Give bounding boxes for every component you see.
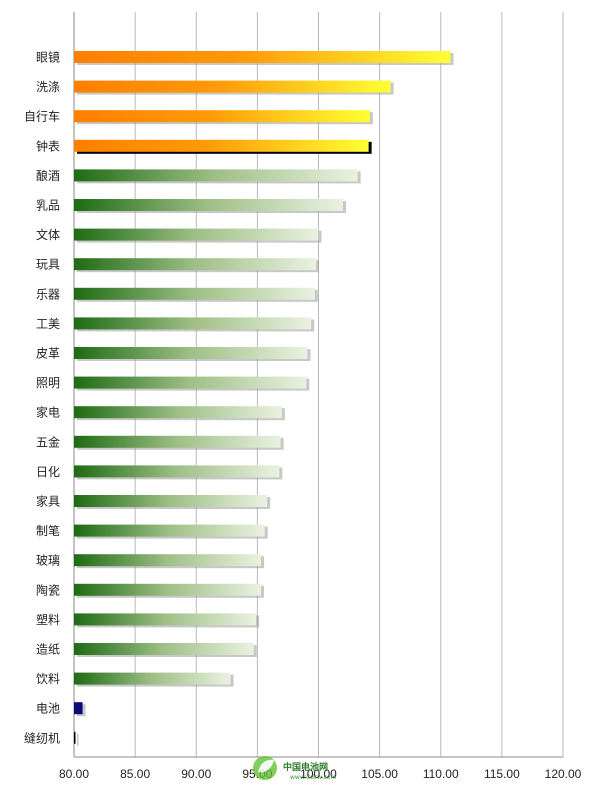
category-label: 酿酒	[36, 168, 60, 183]
category-label: 电池	[36, 702, 60, 716]
bar-塑料	[74, 613, 257, 626]
x-tick-label: 85.00	[120, 767, 150, 781]
x-tick-label: 105.00	[361, 767, 398, 781]
tick-labels: 80.0085.0090.0095.00100.00105.00110.0011…	[59, 767, 582, 781]
category-label: 家电	[36, 405, 60, 420]
bar-缝纫机	[74, 731, 76, 744]
x-tick-label: 100.00	[300, 767, 337, 781]
category-label: 文体	[36, 227, 60, 242]
bar-陶瓷	[74, 583, 262, 596]
category-label: 塑料	[36, 612, 60, 627]
bar-乐器	[74, 287, 315, 300]
bars	[74, 51, 454, 746]
category-labels: 眼镜洗涤自行车钟表酿酒乳品文体玩具乐器工美皮革照明家电五金日化家具制笔玻璃陶瓷塑…	[24, 50, 60, 746]
bar-酿酒	[74, 169, 358, 182]
x-tick-label: 115.00	[484, 767, 520, 781]
bar-照明	[74, 376, 307, 389]
bar-家电	[74, 406, 282, 419]
bar-玩具	[74, 258, 317, 271]
bar-皮革	[74, 347, 308, 359]
bar-自行车	[74, 110, 370, 123]
category-label: 饮料	[36, 672, 60, 686]
bar-乳品	[74, 199, 343, 211]
category-label: 自行车	[24, 109, 60, 124]
category-label: 日化	[36, 465, 60, 479]
category-label: 陶瓷	[36, 582, 60, 597]
category-label: 洗涤	[36, 80, 60, 94]
category-label: 制笔	[36, 523, 60, 538]
bar-五金	[74, 435, 281, 448]
bar-电池	[74, 702, 83, 715]
category-label: 玻璃	[36, 554, 60, 568]
bar-饮料	[74, 672, 231, 685]
x-tick-label: 120.00	[545, 767, 582, 781]
bar-日化	[74, 465, 280, 478]
category-label: 眼镜	[36, 50, 60, 65]
category-label: 家具	[36, 494, 60, 509]
category-label: 钟表	[36, 138, 60, 153]
bar-家具	[74, 495, 268, 507]
bar-造纸	[74, 643, 254, 655]
category-label: 五金	[36, 434, 60, 449]
watermark: 中国电池网 www.itdcw.com	[253, 756, 336, 781]
bar-shadow	[77, 733, 79, 746]
bar-工美	[74, 317, 312, 330]
category-label: 玩具	[36, 258, 60, 272]
x-tick-label: 110.00	[423, 767, 459, 781]
watermark-sub: www.itdcw.com	[290, 774, 336, 781]
x-tick-label: 90.00	[181, 767, 211, 781]
category-label: 造纸	[36, 643, 60, 657]
bar-制笔	[74, 524, 265, 537]
grid-lines	[73, 12, 564, 758]
bar-文体	[74, 228, 319, 241]
leaf-logo-icon	[253, 756, 277, 780]
category-label: 照明	[36, 376, 60, 390]
bar-钟表	[74, 139, 369, 152]
bar-眼镜	[74, 51, 451, 63]
category-label: 缝纫机	[24, 730, 60, 745]
category-label: 乳品	[36, 199, 60, 213]
x-tick-label: 80.00	[59, 767, 89, 781]
category-label: 工美	[36, 317, 60, 331]
bar-玻璃	[74, 554, 262, 567]
category-label: 乐器	[36, 287, 60, 301]
category-label: 皮革	[36, 347, 60, 361]
watermark-text: 中国电池网	[283, 761, 328, 773]
bar-洗涤	[74, 80, 391, 93]
